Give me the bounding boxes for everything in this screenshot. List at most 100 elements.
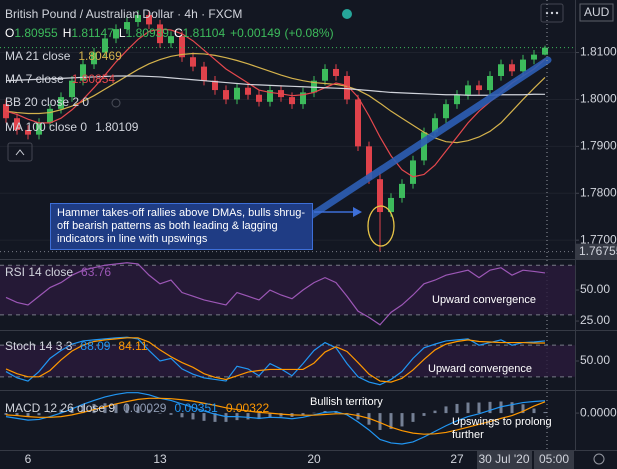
ma-name: MA 100 close 0 <box>5 120 87 134</box>
candle-body <box>311 80 317 93</box>
indicator-title: MACD 12 26 close 9 <box>5 401 115 415</box>
y-tick-label: 1.78000 <box>580 185 617 199</box>
histogram-bar <box>543 412 547 414</box>
candle-body <box>58 97 64 109</box>
histogram-bar <box>169 413 173 415</box>
ohlc-key: L <box>119 26 126 40</box>
annotation: Bullish territory <box>310 396 383 408</box>
histogram-bar <box>257 413 261 420</box>
histogram-bar <box>411 413 415 422</box>
ohlc-key: C <box>174 26 183 40</box>
histogram-bar <box>26 413 30 417</box>
indicator-value: 84.11 <box>118 339 147 353</box>
currency-box[interactable] <box>579 3 614 22</box>
indicator-title: RSI 14 close <box>5 265 73 279</box>
histogram-bar <box>477 402 481 414</box>
candle-body <box>157 24 163 44</box>
histogram-bar <box>191 413 195 420</box>
x-tick-label: 6 <box>25 452 32 466</box>
candle-body <box>179 36 185 58</box>
candle-body <box>36 122 42 135</box>
y-tick-label: 25.00 <box>580 313 610 327</box>
annotation: Upward convergence <box>432 294 536 306</box>
indicator-legend: Stoch 14 3 3 88.09 84.11 <box>5 339 148 353</box>
histogram-bar <box>59 409 63 414</box>
candle-body <box>69 80 75 98</box>
indicator-line <box>5 262 546 326</box>
histogram-bar <box>521 404 525 414</box>
y-tick-label: 1.79000 <box>580 139 617 153</box>
ma-value: 1.80109 <box>95 120 139 134</box>
ma-legend: MA 100 close 0 1.80109 <box>5 120 139 134</box>
x-tick-label: 20 <box>307 452 321 466</box>
candle-body <box>124 22 130 30</box>
ma-value: 1.80469 <box>78 49 122 63</box>
histogram-bar <box>70 407 74 414</box>
currency-label: AUD <box>584 5 610 19</box>
candle-body <box>520 59 526 72</box>
histogram-bar <box>103 403 107 414</box>
low-price-box <box>576 243 617 260</box>
histogram-bar <box>37 413 41 416</box>
candle-body <box>135 15 141 23</box>
annotation: Hammer takes-off rallies above DMAs, bul… <box>50 203 313 250</box>
histogram-bar <box>268 413 272 418</box>
candle-body <box>113 29 119 39</box>
histogram-bar <box>466 402 470 414</box>
ohlc-key: O <box>5 26 14 40</box>
candle-body <box>146 15 152 25</box>
candle-body <box>465 85 471 95</box>
indicator-line <box>5 337 546 383</box>
y-tick-label: 1.81000 <box>580 45 617 59</box>
candle-body <box>300 92 306 105</box>
menu-dot <box>555 11 559 15</box>
ma-legend: MA 7 close 1.80854 <box>5 72 115 86</box>
indicator-value: 0.00029 <box>123 401 167 415</box>
candle-body <box>388 197 394 213</box>
trend-line <box>296 56 552 227</box>
histogram-bar <box>48 412 52 414</box>
candle-body <box>14 118 20 130</box>
menu-button[interactable] <box>540 3 564 23</box>
candle-body <box>410 160 416 184</box>
indicator-line <box>5 336 546 386</box>
candle-body <box>421 132 427 161</box>
indicator-line <box>5 397 546 435</box>
x-tick-label: 27 <box>450 452 464 466</box>
crosshair-date: 30 Jul '20 <box>479 452 530 466</box>
candle-body <box>476 85 482 91</box>
candle-body <box>25 129 31 135</box>
histogram-bar <box>488 401 492 414</box>
histogram-bar <box>15 413 19 416</box>
ma-value: 1.80854 <box>72 72 116 86</box>
candle-body <box>190 57 196 67</box>
x-tick-label: 13 <box>153 452 167 466</box>
annotation: Upswings to prolong further <box>452 416 552 441</box>
histogram-bar <box>378 413 382 430</box>
candle-body <box>509 64 515 72</box>
histogram-bar <box>202 413 206 421</box>
indicator-value: 0.00322 <box>226 401 270 415</box>
candle-body <box>487 75 493 91</box>
candle-body <box>377 179 383 213</box>
candle-body <box>223 90 229 100</box>
indicator-value: 0.00351 <box>174 401 218 415</box>
ohlc-value: 1.80955 <box>14 26 58 40</box>
histogram-bar <box>147 409 151 414</box>
collapse-icon <box>15 149 25 156</box>
candle-body <box>267 90 273 102</box>
hidden-indicator: BB 20 close 2 0 <box>5 95 89 109</box>
crosshair-time-box <box>534 451 574 469</box>
y-tick-label: 1.77000 <box>580 232 617 246</box>
collapse-button[interactable] <box>7 142 33 162</box>
histogram-bar <box>455 403 459 414</box>
histogram-bar <box>389 413 393 429</box>
change-pct: (+0.08%) <box>285 26 334 40</box>
indicator-legend: RSI 14 close 63.76 <box>5 265 111 279</box>
band-fill <box>0 265 575 315</box>
settings-icon[interactable] <box>593 453 605 465</box>
status-dot <box>342 9 352 19</box>
crosshair-time: 05:00 <box>539 452 569 466</box>
